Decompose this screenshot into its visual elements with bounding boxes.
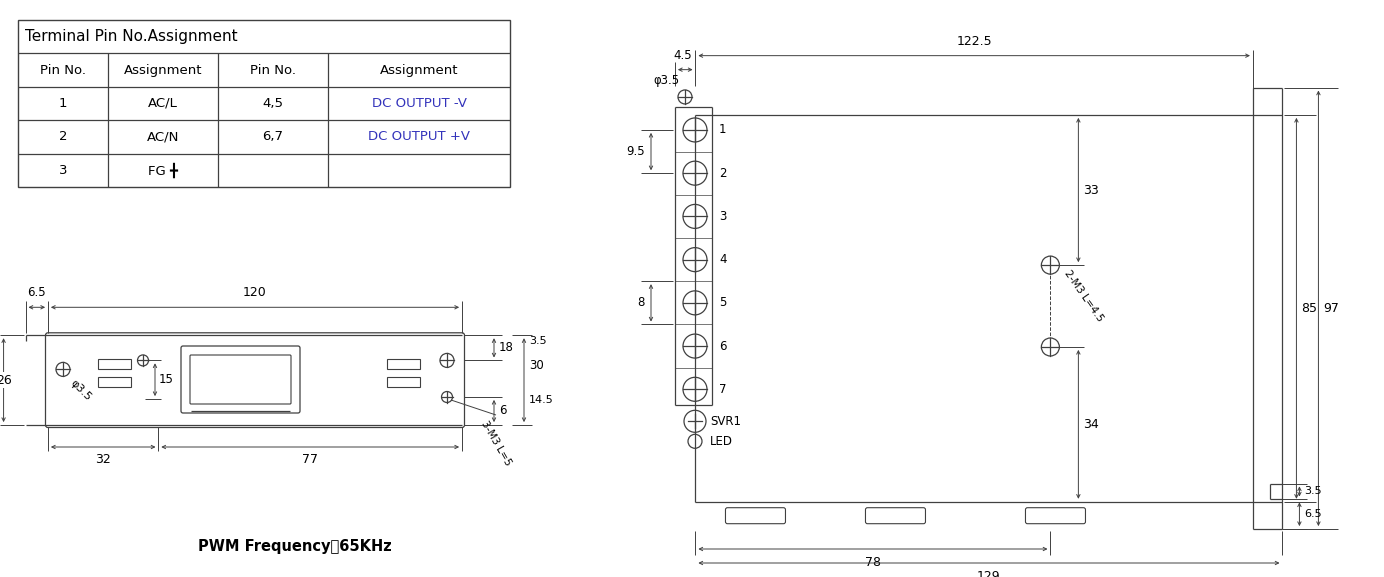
Text: 122.5: 122.5: [956, 35, 992, 48]
Text: φ3.5: φ3.5: [68, 379, 93, 403]
Text: 6,7: 6,7: [263, 130, 284, 144]
Text: 4,5: 4,5: [263, 97, 284, 110]
Text: 2: 2: [58, 130, 68, 144]
Text: φ3.5: φ3.5: [653, 74, 680, 87]
Text: 6: 6: [720, 340, 727, 353]
Bar: [98, 377, 131, 387]
Text: 3: 3: [58, 164, 68, 177]
Text: 2: 2: [720, 167, 727, 179]
Text: 3-M3 L=5: 3-M3 L=5: [479, 419, 513, 467]
Bar: [18, 20, 509, 187]
Text: LED: LED: [710, 435, 734, 448]
Bar: [388, 377, 419, 387]
Text: 6: 6: [500, 404, 507, 418]
Text: 32: 32: [95, 453, 111, 466]
Text: Assignment: Assignment: [123, 63, 202, 77]
Text: 5: 5: [720, 297, 727, 309]
Text: Assignment: Assignment: [379, 63, 458, 77]
Text: 14.5: 14.5: [529, 395, 554, 405]
Text: 1: 1: [720, 123, 727, 136]
Text: 6.5: 6.5: [28, 286, 46, 299]
Text: 2-M3 L=4.5: 2-M3 L=4.5: [1063, 268, 1106, 324]
Text: 33: 33: [1084, 183, 1099, 197]
Text: SVR1: SVR1: [710, 415, 740, 428]
Text: 30: 30: [529, 359, 544, 372]
Text: 4.5: 4.5: [673, 48, 692, 62]
Text: 3.5: 3.5: [1305, 486, 1322, 496]
Text: 7: 7: [720, 383, 727, 396]
Text: 8: 8: [638, 297, 645, 309]
Text: 4: 4: [720, 253, 727, 266]
Text: 9.5: 9.5: [627, 145, 645, 158]
Text: Pin No.: Pin No.: [251, 63, 296, 77]
Bar: [388, 359, 419, 369]
Text: 34: 34: [1084, 418, 1099, 431]
Text: 77: 77: [302, 453, 318, 466]
Text: Terminal Pin No.Assignment: Terminal Pin No.Assignment: [25, 29, 238, 44]
Text: DC OUTPUT -V: DC OUTPUT -V: [371, 97, 466, 110]
Text: PWM Frequency：65KHz: PWM Frequency：65KHz: [198, 539, 392, 554]
Text: 3: 3: [720, 210, 727, 223]
Text: 15: 15: [159, 373, 174, 386]
Text: Pin No.: Pin No.: [40, 63, 86, 77]
Text: 26: 26: [0, 374, 11, 387]
Text: AC/N: AC/N: [147, 130, 179, 144]
Text: 18: 18: [500, 342, 513, 354]
Bar: [98, 359, 131, 369]
Text: 129: 129: [977, 570, 1001, 577]
Text: 78: 78: [865, 556, 882, 569]
Text: 3.5: 3.5: [529, 336, 547, 346]
Text: 85: 85: [1301, 302, 1318, 315]
Text: FG ╋: FG ╋: [148, 163, 179, 178]
Text: 120: 120: [244, 286, 267, 299]
Text: AC/L: AC/L: [148, 97, 179, 110]
Text: 1: 1: [58, 97, 68, 110]
Text: DC OUTPUT +V: DC OUTPUT +V: [368, 130, 471, 144]
Text: 97: 97: [1323, 302, 1340, 315]
Text: 6.5: 6.5: [1305, 509, 1322, 519]
